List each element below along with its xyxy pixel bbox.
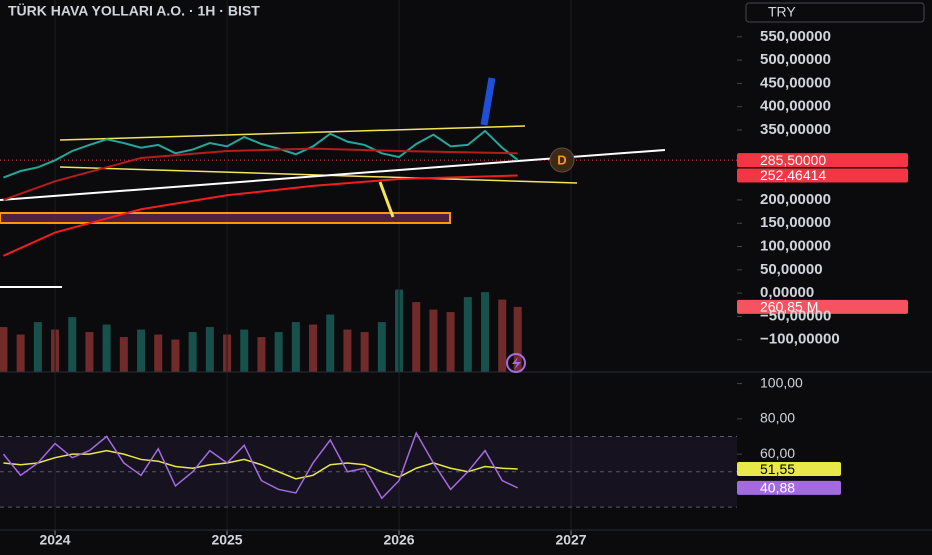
volume-bar <box>463 297 472 372</box>
alert-icon[interactable] <box>506 353 526 373</box>
x-tick-label: 2027 <box>555 532 586 548</box>
y-tick-label: 200,00000 <box>760 191 831 208</box>
button-frame[interactable] <box>745 2 925 23</box>
series-line <box>3 174 518 257</box>
currency-button[interactable]: TRY <box>745 2 925 23</box>
y-tick-label: 150,00000 <box>760 214 831 231</box>
y-tick-label: −100,00000 <box>760 331 840 348</box>
volume-bar <box>377 322 386 372</box>
y-tick-label: 80,00 <box>760 410 795 426</box>
value-label-box <box>737 153 908 168</box>
x-tick-label: 2024 <box>39 532 70 548</box>
volume-bar <box>326 314 335 372</box>
value-label-box <box>737 480 841 495</box>
value-label-box <box>737 168 908 183</box>
y-tick-label: 500,00000 <box>760 51 831 68</box>
volume-bar <box>274 332 283 372</box>
volume-bar <box>33 322 42 372</box>
volume-bar <box>171 339 180 372</box>
zone-rectangle <box>0 212 451 224</box>
volume-bar <box>291 322 300 372</box>
value-label: 40,88 <box>760 480 795 496</box>
icon-bolt[interactable] <box>512 357 521 370</box>
volume-bar <box>85 332 94 372</box>
volume-bar <box>205 327 214 372</box>
chart-title: TÜRK HAVA YOLLARI A.O. · 1H · BIST <box>8 3 260 19</box>
x-tick-label: 2026 <box>383 532 414 548</box>
volume-bar <box>119 337 128 372</box>
volume-bar <box>154 334 163 372</box>
channel-bottom <box>59 166 578 184</box>
value-label: 252,46414 <box>760 167 826 183</box>
currency-label[interactable]: TRY <box>768 4 796 20</box>
volume-bar <box>188 332 197 372</box>
y-tick-label: 350,00000 <box>760 121 831 138</box>
background-layer <box>0 0 742 535</box>
volume-bar <box>309 324 318 372</box>
plot-layer: 260,85 M 550,00000 500,00000 450,00000 400,0… <box>2 28 908 548</box>
volume-bar <box>412 302 421 372</box>
volume-bar <box>513 306 522 372</box>
arrow-up <box>480 77 496 126</box>
marker-circle[interactable] <box>549 147 575 173</box>
volume-bar <box>257 337 266 372</box>
dividend-marker[interactable]: D <box>549 147 575 173</box>
volume-bar <box>343 329 352 372</box>
x-tick-label: 2025 <box>211 532 242 548</box>
y-tick-label: 450,00000 <box>760 74 831 91</box>
y-tick-label: 50,00000 <box>760 261 823 278</box>
arrow-down <box>378 181 395 218</box>
volume-bar <box>360 332 369 372</box>
series-line <box>2 431 519 500</box>
volume-bar <box>429 309 438 372</box>
y-tick-label: 100,00000 <box>760 237 831 254</box>
value-label: 260,85 M <box>760 299 818 315</box>
volume-bar <box>0 327 8 372</box>
volume-bar <box>16 334 25 372</box>
value-label-box <box>737 299 908 314</box>
value-label-box <box>737 462 841 477</box>
icon-circle[interactable] <box>506 353 526 373</box>
marker-label[interactable]: D <box>557 152 566 167</box>
y-tick-label: 550,00000 <box>760 28 831 45</box>
channel-top <box>59 125 526 141</box>
volume-bar <box>102 324 111 372</box>
y-tick-label: 400,00000 <box>760 98 831 115</box>
value-label: 51,55 <box>760 461 795 477</box>
volume-bar <box>498 299 507 372</box>
series-line <box>3 129 519 179</box>
y-tick-label: −50,00000 <box>760 307 831 324</box>
volume-bar <box>481 292 490 372</box>
y-tick-label: 0,00000 <box>760 284 814 301</box>
y-tick-label: 60,00 <box>760 445 795 461</box>
volume-bar <box>137 329 146 372</box>
value-label: 285,50000 <box>760 152 826 168</box>
volume-bar <box>240 329 249 372</box>
y-tick-label: 100,00 <box>760 374 803 390</box>
volume-bar <box>446 312 455 372</box>
volume-bar <box>68 317 77 372</box>
series-line <box>3 147 518 201</box>
